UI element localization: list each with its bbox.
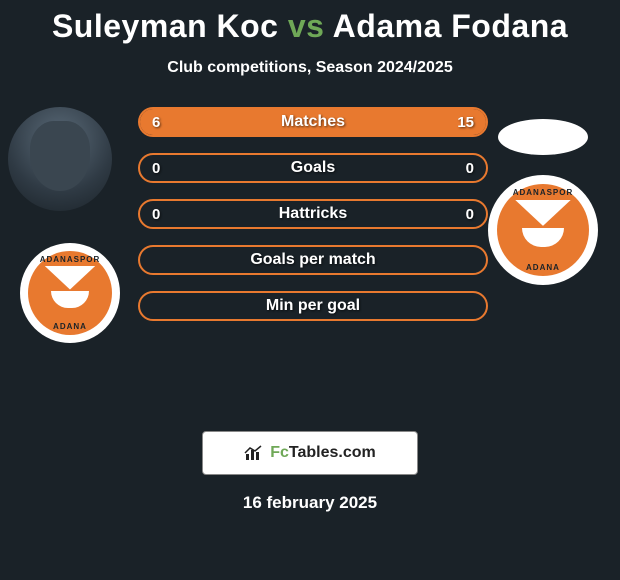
club-badge-inner: ADANASPOR ADANA [497, 184, 589, 276]
player1-club-badge: ADANASPOR ADANA [20, 243, 120, 343]
player1-name: Suleyman Koc [52, 8, 279, 44]
site-name: FcTables.com [270, 444, 376, 462]
site-prefix: Fc [270, 444, 289, 461]
comparison-title: Suleyman Koc vs Adama Fodana [0, 0, 620, 45]
site-badge: FcTables.com [202, 431, 418, 475]
stat-label: Goals per match [140, 251, 486, 269]
stat-row: Goals per match [138, 245, 488, 275]
comparison-stage: ADANASPOR ADANA ADANASPOR ADANA 615Match… [0, 107, 620, 427]
player1-avatar [8, 107, 112, 211]
player2-name: Adama Fodana [333, 8, 568, 44]
stat-row: 00Hattricks [138, 199, 488, 229]
subtitle: Club competitions, Season 2024/2025 [0, 59, 620, 77]
site-suffix: .com [338, 444, 375, 461]
club-name-top: ADANASPOR [40, 255, 101, 264]
stat-row: 00Goals [138, 153, 488, 183]
club-name-bottom: ADANA [53, 322, 87, 331]
comparison-bars: 615Matches 00Goals 00Hattricks Goals per ma… [138, 107, 488, 337]
chart-icon [244, 445, 264, 461]
footer-date: 16 february 2025 [0, 493, 620, 513]
stat-label: Matches [140, 113, 486, 131]
player2-avatar [498, 119, 588, 155]
stat-row: 615Matches [138, 107, 488, 137]
stat-label: Goals [140, 159, 486, 177]
club-name-bottom: ADANA [526, 263, 560, 272]
player2-club-badge: ADANASPOR ADANA [488, 175, 598, 285]
stat-label: Min per goal [140, 297, 486, 315]
stat-label: Hattricks [140, 205, 486, 223]
club-name-top: ADANASPOR [513, 188, 574, 197]
stat-row: Min per goal [138, 291, 488, 321]
site-main: Tables [289, 444, 339, 461]
vs-label: vs [288, 8, 325, 44]
club-badge-inner: ADANASPOR ADANA [28, 251, 112, 335]
